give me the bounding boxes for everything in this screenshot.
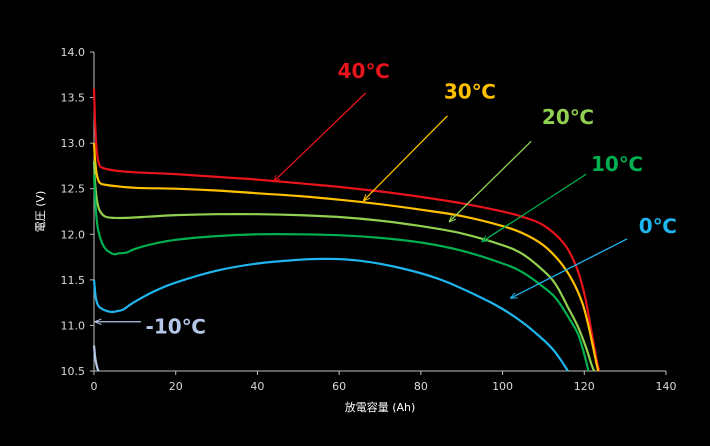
arrow-10c [482, 173, 587, 241]
y-tick-label: 12.5 [61, 183, 86, 196]
x-tick-label: 100 [492, 380, 513, 393]
series-label-30c: 30℃ [444, 79, 496, 103]
x-tick-label: 60 [332, 380, 346, 393]
arrow-0c [511, 238, 628, 298]
y-tick-label: 11.0 [61, 319, 86, 332]
series-label-10c: 10℃ [591, 152, 643, 176]
arrow-20c [449, 140, 532, 221]
series-label-40c: 40℃ [338, 59, 390, 83]
x-tick-label: 80 [414, 380, 428, 393]
x-tick-label: 20 [169, 380, 183, 393]
y-tick-label: 13.5 [61, 92, 86, 105]
y-axis-ticks: 10.5 11.0 11.5 12.0 12.5 13.0 13.5 14.0 [61, 46, 94, 378]
series-annotations: 40℃ 30℃ 20℃ 10℃ 0℃ -10℃ [95, 59, 677, 338]
y-tick-label: 10.5 [61, 365, 86, 378]
series-label-0c: 0℃ [639, 214, 677, 238]
series-line-20c [92, 161, 596, 372]
series-line-0c [92, 257, 569, 372]
series-label-minus10c: -10℃ [146, 314, 206, 338]
x-axis-ticks: 0 20 40 60 80 100 120 140 [91, 371, 677, 393]
series-label-20c: 20℃ [542, 105, 594, 129]
series-line-10c [92, 174, 590, 372]
x-tick-label: 140 [656, 380, 677, 393]
series-line-40c [92, 88, 601, 372]
y-tick-label: 12.0 [61, 228, 86, 241]
y-tick-label: 11.5 [61, 274, 86, 287]
series-line-minus10c [92, 345, 100, 372]
x-axis-title: 放電容量 (Ah) [345, 400, 416, 414]
y-tick-label: 14.0 [61, 46, 86, 59]
arrow-30c [364, 115, 448, 201]
x-tick-label: 120 [574, 380, 595, 393]
series-lines [92, 88, 601, 372]
x-tick-label: 0 [91, 380, 98, 393]
y-tick-label: 13.0 [61, 137, 86, 150]
series-line-30c [92, 143, 600, 372]
x-tick-label: 40 [250, 380, 264, 393]
arrow-40c [274, 92, 367, 181]
y-axis-title: 電圧 (V) [34, 191, 47, 233]
